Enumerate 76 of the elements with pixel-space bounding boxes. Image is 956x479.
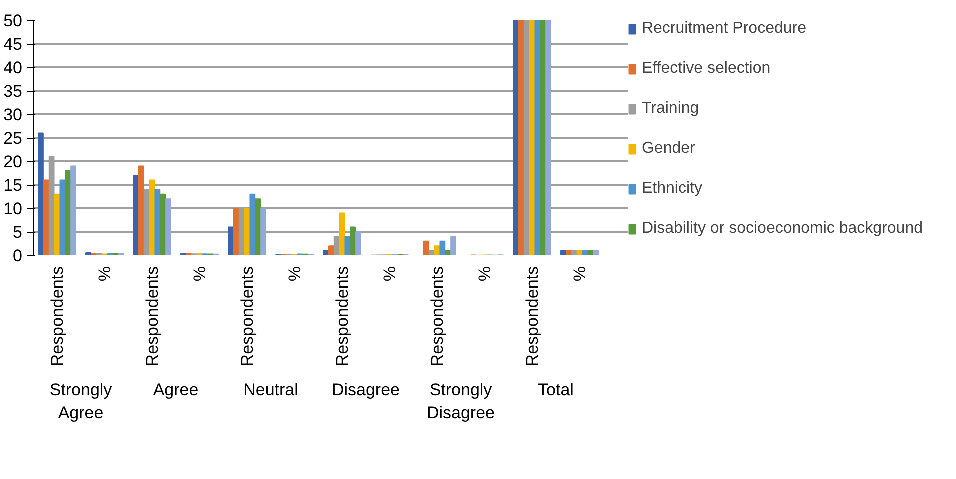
bar — [154, 189, 161, 256]
bar — [513, 20, 519, 256]
legend-label: Gender — [642, 140, 696, 158]
bar — [86, 252, 92, 256]
legend-label: Disability or socioeconomic background — [642, 220, 923, 238]
x-tick-label: % — [570, 266, 590, 282]
y-tick-label: 10 — [4, 200, 23, 218]
bar — [166, 198, 172, 256]
bar — [350, 226, 356, 256]
bar — [445, 250, 452, 256]
bar — [582, 250, 588, 256]
bar — [255, 198, 262, 256]
bar — [160, 194, 166, 256]
y-tick-label: 20 — [4, 152, 23, 172]
bar — [228, 226, 234, 256]
bar — [534, 20, 541, 256]
legend-label: Recruitment Procedure — [642, 20, 806, 38]
legend-label: Ethnicity — [642, 180, 702, 198]
bar — [560, 250, 566, 256]
text: Strongly Disagree — [426, 380, 496, 422]
x-tick-label: Respondents — [332, 266, 352, 367]
text: Strongly Agree — [50, 380, 113, 422]
bar — [60, 180, 66, 256]
bar — [138, 166, 144, 256]
x-tick-label: % — [380, 266, 400, 282]
bar — [588, 250, 594, 256]
bar — [524, 20, 530, 256]
bar — [233, 208, 240, 256]
x-tick-label: % — [285, 266, 304, 282]
bar — [566, 250, 572, 256]
bar — [323, 250, 329, 256]
bar — [70, 166, 76, 256]
y-tick-label: 40 — [4, 58, 23, 78]
bar — [260, 208, 266, 256]
text: Neutral — [244, 380, 298, 400]
y-tick-label: 45 — [4, 35, 23, 54]
y-tick-label: 50 — [4, 12, 23, 30]
bar — [38, 132, 44, 256]
bar — [571, 250, 578, 256]
legend-label: Effective selection — [642, 60, 771, 78]
y-tick-label: 0 — [13, 246, 23, 266]
x-tick-label: Respondents — [142, 266, 162, 367]
y-tick-label: 15 — [4, 176, 23, 195]
x-tick-label: % — [475, 266, 494, 282]
bar — [334, 236, 340, 256]
bar — [540, 20, 546, 256]
bar — [423, 240, 430, 256]
x-tick-label: % — [95, 266, 114, 282]
bar — [43, 180, 50, 256]
text: Disagree — [332, 380, 400, 400]
x-tick-label: % — [190, 266, 210, 282]
x-tick-label: Respondents — [238, 266, 257, 367]
bar — [440, 240, 446, 256]
bar — [328, 246, 334, 256]
y-tick-label: 30 — [4, 106, 23, 124]
bar — [450, 236, 456, 256]
legend-label: Training — [642, 100, 700, 118]
x-tick-label: Respondents — [522, 266, 542, 367]
x-tick-label: Respondents — [48, 266, 67, 367]
bar — [65, 170, 72, 256]
bar — [518, 20, 524, 256]
text: Agree — [153, 380, 199, 400]
bar — [339, 212, 346, 256]
x-tick-label: Respondents — [428, 266, 447, 367]
bar — [250, 194, 256, 256]
bar — [133, 175, 139, 256]
bar — [546, 20, 552, 256]
bar — [344, 236, 351, 256]
bar — [144, 189, 150, 256]
bar — [356, 232, 362, 256]
y-tick-label: 5 — [13, 223, 23, 242]
text: Total — [538, 380, 574, 400]
y-tick-label: 35 — [4, 82, 23, 101]
y-tick-label: 25 — [4, 129, 23, 148]
bar — [593, 250, 599, 256]
bar — [428, 250, 435, 256]
